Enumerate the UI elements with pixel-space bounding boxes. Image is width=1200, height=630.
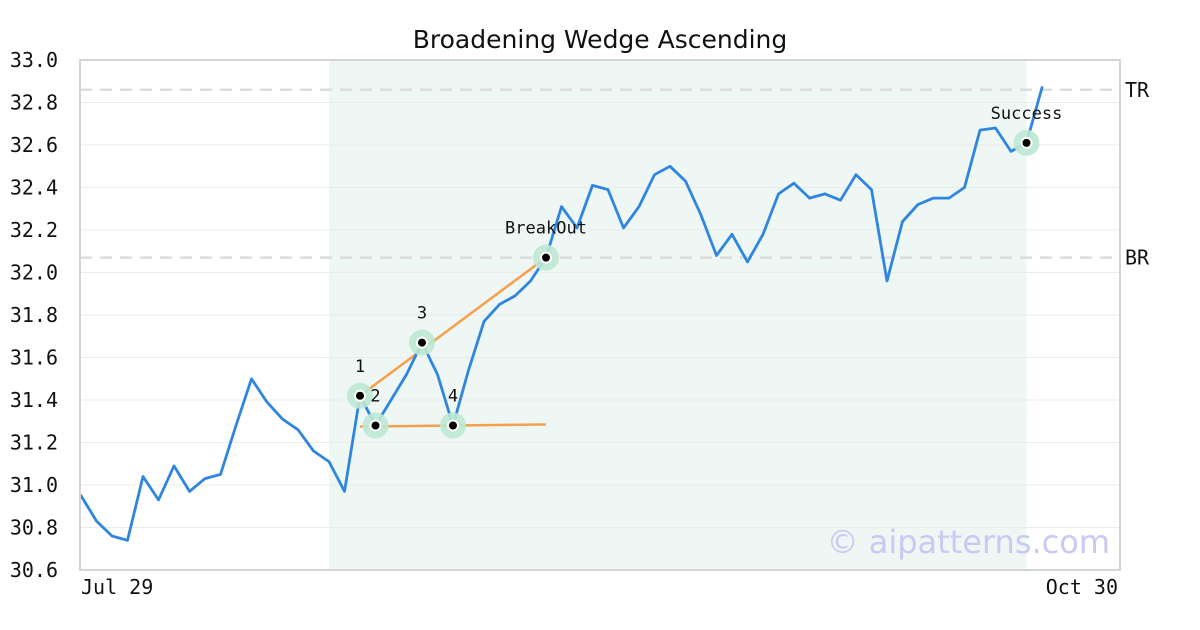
x-tick-label: Jul 29 — [81, 575, 153, 599]
chart-title: Broadening Wedge Ascending — [413, 25, 788, 54]
watermark: © aipatterns.com — [827, 523, 1110, 561]
y-axis: 30.6 30.8 31.0 31.2 31.4 31.6 31.8 32.0 32.2 32.4… — [10, 48, 58, 582]
point-label: 4 — [448, 387, 458, 407]
point-label: Success — [991, 104, 1063, 124]
y-tick-label: 32.4 — [10, 176, 58, 200]
y-tick-label: 31.2 — [10, 431, 58, 455]
plot-frame — [79, 59, 1121, 571]
y-tick-label: 31.4 — [10, 388, 58, 412]
point-label: 2 — [370, 387, 380, 407]
x-tick-label: Oct 30 — [1046, 575, 1118, 599]
point-label: 3 — [417, 304, 427, 324]
point-marker — [369, 419, 382, 432]
wedge-trendline — [359, 256, 547, 397]
y-tick-label: 30.6 — [10, 558, 58, 582]
pattern-points: 12 3 4 BreakOut Success — [347, 104, 1062, 439]
reference-lines: TR BR — [80, 78, 1150, 270]
y-tick-label: 31.6 — [10, 346, 58, 370]
point-marker — [416, 336, 428, 349]
point-marker — [447, 419, 459, 432]
point-marker — [354, 389, 366, 402]
y-tick-label: 32.2 — [10, 218, 58, 242]
price-line — [79, 86, 1044, 542]
y-tick-label: 32.6 — [10, 133, 58, 157]
reference-line-label: TR — [1125, 78, 1150, 102]
point-label: BreakOut — [505, 219, 587, 239]
x-axis: Jul 29 Oct 30 — [81, 575, 1118, 599]
reference-line-label: BR — [1125, 246, 1150, 270]
y-tick-label: 32.8 — [10, 91, 58, 115]
point-marker — [1020, 136, 1033, 149]
y-tick-label: 33.0 — [10, 48, 58, 72]
y-tick-label: 31.8 — [10, 303, 58, 327]
y-tick-label: 32.0 — [10, 261, 58, 285]
y-tick-label: 31.0 — [10, 473, 58, 497]
price-series — [79, 86, 1044, 542]
y-tick-label: 30.8 — [10, 516, 58, 540]
point-label: 1 — [355, 357, 365, 377]
point-marker — [540, 251, 552, 264]
